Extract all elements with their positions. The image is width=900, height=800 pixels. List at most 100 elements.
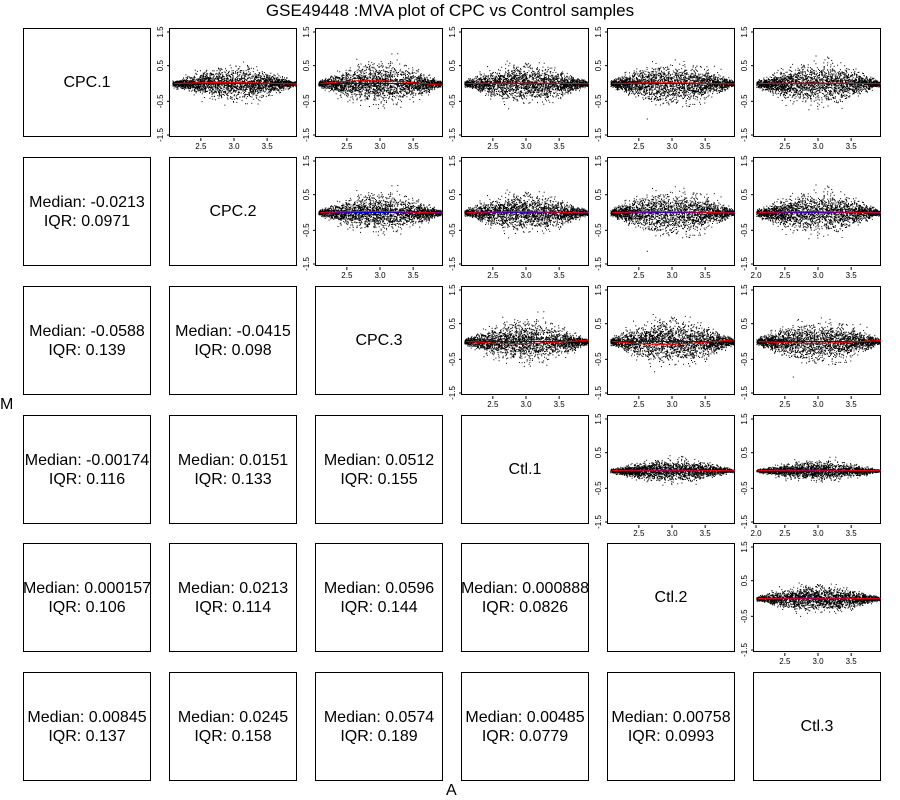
y-tick-label: 1.5	[302, 26, 311, 38]
sample-label: Ctl.2	[654, 588, 688, 606]
median-label: Median: 0.0574	[323, 708, 435, 726]
ma-scatter-panel: -1.5 -0.5 0.5 1.5 2.5 3.0 3.5	[302, 26, 444, 151]
y-tick-label: 0.5	[594, 189, 603, 201]
y-tick-label: 1.5	[740, 541, 749, 553]
loess-curve	[758, 340, 882, 344]
median-label: Median: 0.0151	[177, 451, 289, 469]
y-tick-label: 0.5	[740, 189, 749, 201]
y-tick-label: 1.5	[740, 155, 749, 167]
y-tick-label: -0.5	[594, 223, 603, 237]
statistics-panel: Median: 0.0213 IQR: 0.114	[169, 543, 297, 652]
y-tick-label: -0.5	[448, 223, 457, 237]
y-tick-label: -1.5	[448, 386, 457, 400]
diagonal-panel: Ctl.2	[607, 543, 735, 652]
x-tick-label: 3.5	[846, 271, 858, 280]
iqr-label: IQR: 0.106	[48, 598, 126, 616]
y-tick-label: 1.5	[156, 26, 165, 38]
y-tick-label: 1.5	[302, 155, 311, 167]
points	[756, 456, 881, 483]
y-tick-label: -0.5	[740, 94, 749, 108]
iqr-label: IQR: 0.133	[194, 470, 272, 488]
y-tick-label: 0.5	[740, 575, 749, 587]
sample-label: Ctl.3	[800, 717, 834, 735]
statistics-panel: Median: -0.0213 IQR: 0.0971	[23, 157, 151, 266]
iqr-label: IQR: 0.116	[48, 470, 126, 488]
y-tick-label: 0.5	[448, 318, 457, 330]
x-tick-label: 2.0	[750, 529, 762, 538]
y-tick-label: -1.5	[594, 386, 603, 400]
statistics-text: Median: -0.00174 IQR: 0.116	[14, 451, 160, 489]
ma-scatter-plot: -1.5 -0.5 0.5 1.5 2.5 3.0 3.5	[740, 26, 881, 151]
point-cloud	[610, 186, 735, 252]
y-tick-label: 1.5	[594, 284, 603, 296]
x-tick-label: 2.5	[195, 142, 207, 151]
x-tick-label: 3.5	[846, 529, 858, 538]
points	[318, 185, 443, 236]
x-axis-label: A	[446, 782, 457, 799]
y-tick-label: 1.5	[448, 284, 457, 296]
ma-scatter-plot: -1.5 -0.5 0.5 1.5 2.5 3.0 3.5	[448, 155, 589, 280]
ma-scatter-plot: -1.5 -0.5 0.5 1.5 2.5 3.0 3.5	[594, 26, 735, 151]
statistics-text: Median: -0.0213 IQR: 0.0971	[14, 193, 160, 231]
y-tick-label: 0.5	[448, 189, 457, 201]
y-tick-label: 0.5	[594, 447, 603, 459]
points	[464, 189, 589, 239]
x-tick-label: 3.5	[554, 142, 566, 151]
point-cloud	[464, 311, 589, 367]
median-label: Median: -0.0213	[29, 193, 145, 211]
x-tick-label: 2.5	[633, 400, 645, 409]
y-tick-label: -1.5	[594, 128, 603, 142]
x-tick-label: 3.0	[228, 142, 240, 151]
sample-label: Ctl.1	[508, 460, 542, 478]
y-tick-label: -1.5	[740, 386, 749, 400]
y-tick-label: -1.5	[594, 257, 603, 271]
median-label: Median: 0.0245	[177, 708, 289, 726]
ma-scatter-plot: -1.5 -0.5 0.5 1.5 2.5 3.0 3.5	[594, 413, 735, 538]
iqr-label: IQR: 0.137	[48, 727, 126, 745]
x-tick-label: 3.5	[700, 142, 712, 151]
iqr-label: IQR: 0.189	[340, 727, 418, 745]
x-tick-label: 3.0	[666, 271, 678, 280]
y-tick-label: 0.5	[740, 60, 749, 72]
iqr-label: IQR: 0.0993	[627, 727, 715, 745]
point-cloud	[464, 60, 589, 110]
median-label: Median: 0.000888	[460, 579, 590, 597]
sample-label: CPC.1	[63, 73, 111, 91]
diagonal-panel: CPC.3	[315, 286, 443, 395]
x-tick-label: 2.5	[487, 271, 499, 280]
x-tick-label: 3.5	[554, 271, 566, 280]
sample-label: CPC.2	[209, 202, 257, 220]
ma-scatter-plot: -1.5 -0.5 0.5 1.5 2.5 3.0 3.5	[448, 26, 589, 151]
iqr-label: IQR: 0.0779	[481, 727, 569, 745]
statistics-panel: Median: -0.00174 IQR: 0.116	[23, 415, 151, 524]
ma-scatter-panel: -1.5 -0.5 0.5 1.5 2.5 3.0 3.5	[740, 26, 881, 151]
diagonal-panel: CPC.2	[169, 157, 297, 266]
points	[464, 60, 589, 110]
ma-scatter-panel: -1.5 -0.5 0.5 1.5 2.5 3.0 3.5	[448, 26, 589, 151]
x-tick-label: 3.5	[846, 400, 858, 409]
loess-curve	[612, 469, 735, 472]
x-tick-label: 3.0	[666, 400, 678, 409]
x-tick-label: 3.5	[554, 400, 566, 409]
ma-scatter-plot: -1.5 -0.5 0.5 1.5 2.5 3.0 3.5	[740, 541, 881, 666]
loess-curve	[320, 210, 444, 214]
points	[756, 317, 881, 378]
loess-curve	[612, 211, 735, 214]
iqr-label: IQR: 0.139	[48, 341, 126, 359]
statistics-text: Median: 0.000888 IQR: 0.0826	[452, 579, 598, 617]
x-tick-label: 2.5	[779, 529, 791, 538]
y-tick-label: 1.5	[448, 26, 457, 38]
y-tick-label: -1.5	[156, 128, 165, 142]
y-tick-label: -1.5	[740, 643, 749, 657]
x-tick-label: 3.0	[520, 400, 532, 409]
statistics-text: Median: 0.0574 IQR: 0.189	[306, 708, 452, 746]
x-tick-label: 3.0	[374, 271, 386, 280]
x-tick-label: 3.5	[700, 271, 712, 280]
statistics-panel: Median: 0.00758 IQR: 0.0993	[607, 672, 735, 781]
y-tick-label: -0.5	[448, 94, 457, 108]
loess-curve	[758, 469, 881, 472]
y-tick-label: -1.5	[740, 257, 749, 271]
iqr-label: IQR: 0.0971	[43, 212, 131, 230]
y-tick-label: -1.5	[302, 128, 311, 142]
x-tick-label: 3.5	[408, 271, 420, 280]
